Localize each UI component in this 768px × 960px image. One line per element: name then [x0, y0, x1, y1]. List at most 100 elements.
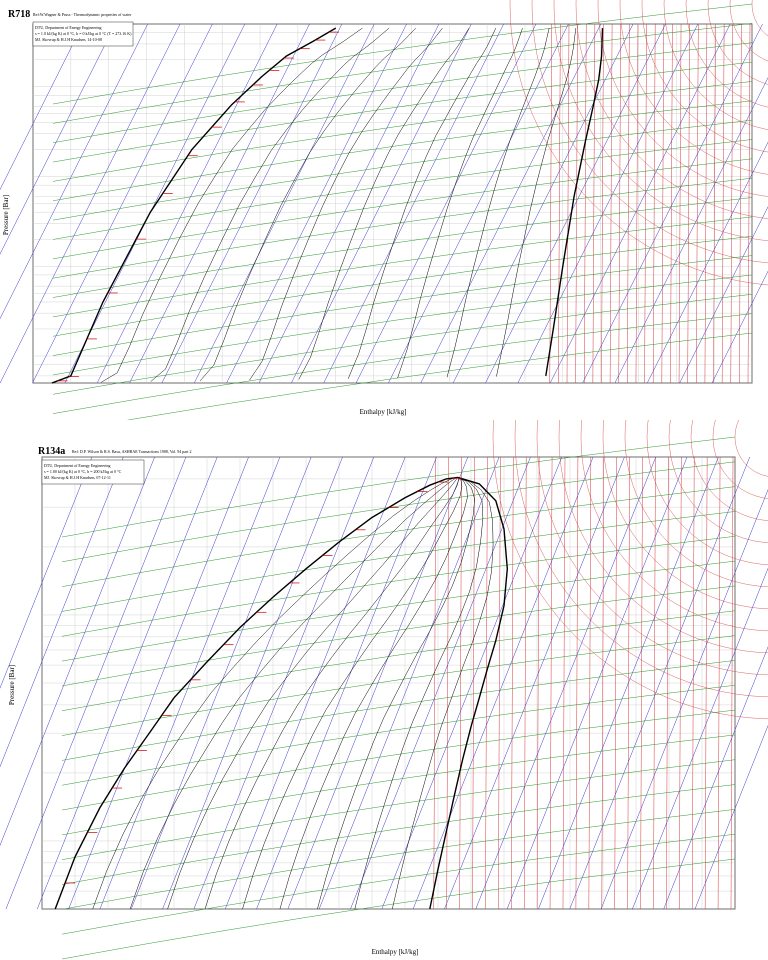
isentrope-line — [226, 23, 407, 384]
isentrope-line — [0, 23, 116, 255]
top-title: R718 — [8, 9, 30, 20]
isochore-arc — [707, 0, 768, 85]
isochore-curve — [61, 511, 736, 612]
isochore-curve — [52, 294, 753, 395]
top-ylabel: Pressure [Bar] — [2, 195, 10, 235]
isotherm-line — [661, 23, 665, 384]
bottom-xlabel: Enthalpy [kJ/kg] — [372, 948, 419, 956]
top-subtitle: Ref:W.Wagner & Pruss - Thermodynamic pro… — [33, 12, 132, 17]
isentrope-line — [194, 23, 375, 384]
isochore-curve — [61, 684, 736, 786]
isochore-curve — [61, 610, 736, 712]
isochore-curve — [61, 461, 736, 563]
isotherm-line — [558, 23, 561, 384]
isotherm-line — [459, 456, 462, 910]
isotherm-line — [549, 23, 553, 384]
isentrope-line — [663, 646, 768, 910]
isentrope-line — [291, 23, 472, 384]
bottom-subtitle: Ref: D.P. Wilson & R.S. Basu, ASHRAE Tra… — [72, 449, 192, 455]
isotherm-line — [575, 456, 579, 910]
quality-line — [392, 477, 494, 910]
isochore-curve — [126, 332, 753, 420]
isochore-arc — [663, 0, 768, 130]
saturated-vapor-line — [429, 476, 509, 910]
isochore-curve — [52, 274, 753, 376]
isochore-arc — [514, 420, 768, 698]
saturated-liquid-line — [51, 27, 337, 384]
isentrope-line — [0, 23, 181, 384]
isotherm-line — [575, 23, 578, 384]
isotherm-line — [721, 23, 725, 384]
bottom-info-1: DTU, Department of Energy Engineering — [44, 463, 110, 469]
isochore-curve — [61, 809, 736, 910]
isochore-arc — [575, 0, 768, 219]
isotherm-line — [739, 23, 742, 384]
quality-line — [129, 477, 458, 910]
isochore-curve — [52, 158, 753, 260]
isentrope-line — [711, 270, 768, 384]
saturated-vapor-line — [545, 28, 604, 377]
isochore-curve — [61, 709, 736, 811]
quality-line — [397, 28, 523, 379]
isochore-arc — [646, 420, 768, 565]
isentrope-line — [0, 456, 124, 768]
quality-line — [496, 28, 577, 377]
isotherm-line — [618, 23, 621, 384]
isochore-curve — [61, 585, 736, 687]
isochore-arc — [729, 0, 768, 62]
isentrope-line — [549, 23, 731, 384]
isotherm-line — [730, 456, 734, 910]
isentrope-line — [632, 567, 768, 910]
isochore-curve — [61, 833, 736, 935]
isotherm-line — [704, 456, 708, 910]
bottom-info-2: s = 1.00 kJ/(kg K) at 0 °C, h = 200 kJ/k… — [44, 469, 122, 475]
isochore-curve — [52, 3, 753, 105]
isentrope-line — [647, 141, 768, 384]
isochore-arc — [553, 0, 768, 241]
isotherm-line — [614, 456, 617, 910]
isotherm-line — [472, 456, 475, 910]
isochore-curve — [61, 536, 736, 637]
isotherm-line — [433, 456, 436, 910]
isentrope-line — [600, 489, 768, 910]
isochore-arc — [558, 420, 768, 654]
isochore-arc — [690, 420, 768, 521]
quality-line — [298, 27, 470, 380]
isentrope-line — [355, 23, 537, 384]
top-plot-area — [0, 0, 768, 420]
quality-line — [150, 27, 390, 382]
isentrope-line — [64, 23, 246, 384]
isentrope-line — [679, 206, 768, 384]
isochore-arc — [734, 420, 768, 477]
isochore-arc — [509, 0, 768, 286]
isochore-curve — [52, 119, 753, 221]
bottom-info-3: MJ. Skovrup & H.J.H Knudsen, 07-12-11 — [44, 475, 111, 481]
isochore-curve — [52, 23, 753, 124]
quality-line — [101, 27, 363, 383]
isotherm-line — [747, 23, 751, 384]
isentrope-line — [569, 456, 750, 910]
isentrope-line — [475, 456, 656, 910]
isochore-curve — [61, 436, 736, 538]
isochore-curve — [52, 216, 753, 318]
top-info-1: DTU, Department of Energy Engineering — [35, 25, 101, 31]
bottom-info-box — [41, 459, 145, 485]
isentrope-line — [323, 23, 504, 384]
isotherm-line — [678, 23, 682, 384]
isentrope-line — [506, 456, 688, 910]
isentrope-line — [538, 456, 719, 910]
isotherm-line — [485, 456, 488, 910]
quality-line — [204, 477, 459, 910]
isentrope-line — [162, 456, 343, 910]
isentrope-line — [0, 456, 155, 846]
isotherm-line — [627, 23, 630, 384]
isochore-curve — [61, 784, 736, 885]
isentrope-line — [99, 456, 281, 910]
isochore-curve — [61, 635, 736, 736]
r718-chart: R718 Ref:W.Wagner & Pruss - Thermodynami… — [0, 0, 768, 420]
isentrope-line — [412, 456, 594, 910]
isentrope-line — [0, 456, 93, 689]
isochore-arc — [602, 420, 768, 610]
isochore-arc — [712, 420, 768, 499]
